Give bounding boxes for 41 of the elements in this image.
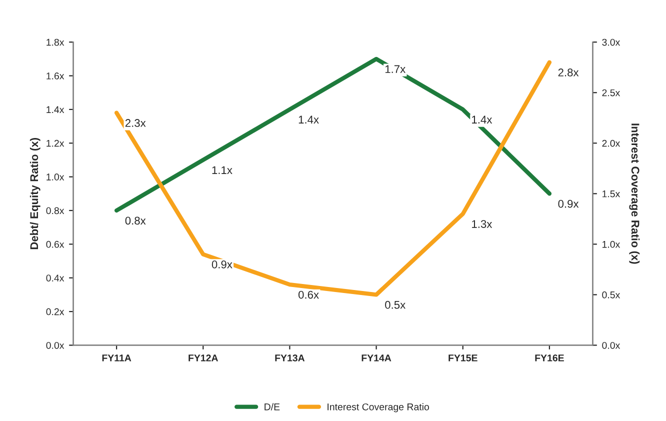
y-tick-label: 0.6x xyxy=(46,240,64,248)
y2-tick-label: 2.5x xyxy=(602,89,620,96)
y-tick-label: 0.8x xyxy=(46,207,64,214)
y-tick-label: 1.6x xyxy=(46,72,64,80)
line-series xyxy=(114,56,552,213)
x-tick-label: FY14A xyxy=(362,354,392,362)
x-tick-label: FY13A xyxy=(275,354,305,362)
y2-tick-label: 0.5x xyxy=(602,291,620,298)
y-tick-label: 1.4x xyxy=(46,106,64,113)
data-label: 0.8x xyxy=(125,216,146,225)
y-tick-label: 0.4x xyxy=(46,274,64,282)
data-label: 0.9x xyxy=(558,200,579,208)
legend-label: D/E xyxy=(264,403,280,410)
y-tick-label: 0.0x xyxy=(46,342,64,349)
y-tick-label: 0.2x xyxy=(46,308,64,316)
data-label: 1.7x xyxy=(385,65,406,73)
data-label: 0.9x xyxy=(212,260,232,268)
y-tick-label: 1.0x xyxy=(46,174,64,180)
data-label: 1.1x xyxy=(212,166,232,174)
line-series xyxy=(114,60,552,297)
data-label: 2.8x xyxy=(558,68,579,76)
y2-tick-label: 0.0x xyxy=(602,342,620,349)
data-label: 1.4x xyxy=(298,116,319,124)
data-label: 1.3x xyxy=(472,220,492,228)
y2-tick-label: 1.0x xyxy=(602,240,620,248)
y2-axis-title: Interest Coverage Ratio (x) xyxy=(629,124,640,264)
x-tick-label: FY16E xyxy=(535,354,564,362)
x-tick-label: FY12A xyxy=(188,354,218,362)
y-axis-title: Debt/ Equity Ratio (x) xyxy=(30,138,40,250)
data-label: 1.4x xyxy=(472,116,492,124)
legend-label: Interest Coverage Ratio xyxy=(328,403,429,412)
y-tick-label: 1.2x xyxy=(46,140,64,147)
y2-tick-label: 3.0x xyxy=(602,38,620,46)
x-tick-label: FY15E xyxy=(448,354,478,362)
data-label: 0.6x xyxy=(298,290,319,299)
x-tick-label: FY11A xyxy=(102,354,132,362)
data-label: 2.3x xyxy=(125,119,146,127)
y2-tick-label: 2.0x xyxy=(602,140,620,147)
data-label: 0.5x xyxy=(385,300,406,309)
y2-tick-label: 1.5x xyxy=(602,190,620,198)
y-tick-label: 1.8x xyxy=(46,38,64,46)
